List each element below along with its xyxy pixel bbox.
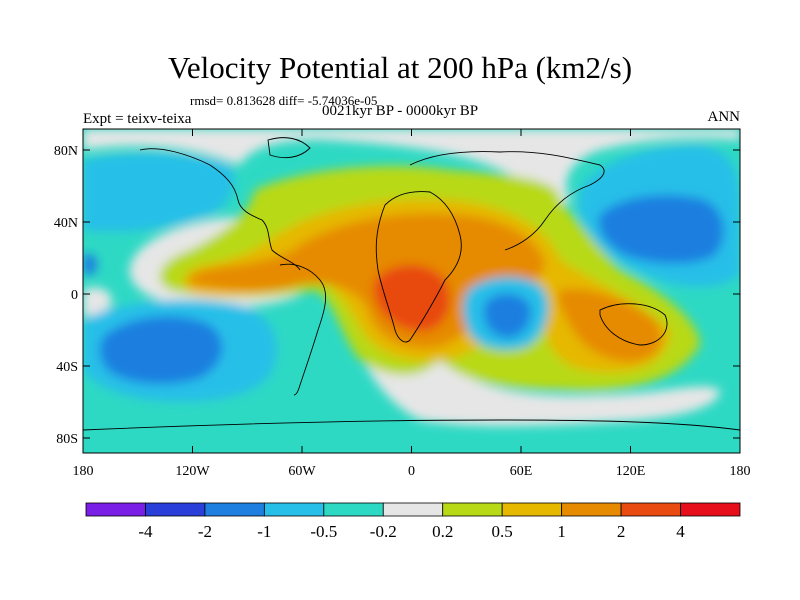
field-negative-west-dot [83, 253, 97, 276]
field-negative-pacific-core [598, 195, 724, 264]
field-negative-southpacific-core [99, 316, 223, 384]
colorbar-swatch [85, 502, 146, 517]
colorbar-swatch [501, 502, 563, 517]
colorbar-swatch [204, 502, 265, 517]
colorbar-swatch [442, 502, 503, 517]
coast-south-america [279, 263, 327, 396]
stats-label: rmsd= 0.813628 diff= -5.74036e-05 [190, 93, 378, 108]
field-positive-strong [189, 213, 545, 349]
y-tick-label: 80N [54, 144, 78, 159]
x-tick-label: 180 [73, 464, 94, 479]
experiment-label: Expt = teixv-teixa [83, 111, 192, 127]
field-south-neutral [345, 320, 720, 426]
colorbar-label: 2 [617, 522, 626, 541]
field-west-neutral [83, 287, 112, 316]
colorbar-label: 0.5 [492, 522, 513, 541]
coast-north-america [139, 148, 301, 271]
coast-africa [375, 191, 462, 343]
colorbar-swatch [382, 502, 444, 517]
field-positive-max [373, 264, 450, 331]
y-tick-label: 0 [71, 288, 78, 303]
y-axis: 80N 40N 0 40S 80S [54, 144, 740, 447]
colorbar-swatch [323, 502, 384, 517]
period-label: 0021kyr BP - 0000kyr BP [321, 103, 479, 119]
season-label: ANN [707, 109, 741, 125]
colorbar-swatch [680, 502, 741, 517]
colorbar-label: -0.5 [310, 522, 337, 541]
x-tick-label: 0 [408, 464, 415, 479]
x-tick-label: 120W [175, 464, 210, 479]
field-negative-indian-core [483, 293, 531, 338]
colorbar-label: -0.2 [370, 522, 397, 541]
colorbar-label: -4 [138, 522, 153, 541]
colorbar-label: 4 [676, 522, 685, 541]
x-tick-label: 60E [510, 464, 533, 479]
coast-greenland [267, 137, 311, 159]
x-tick-label: 120E [616, 464, 646, 479]
colorbar-label: -2 [198, 522, 212, 541]
colorbar: -4 -2 -1 -0.5 -0.2 0.2 0.5 1 2 4 [85, 502, 741, 541]
colorbar-swatch [145, 502, 206, 517]
y-tick-label: 40S [56, 360, 78, 375]
field-positive-strong-indian [558, 289, 662, 362]
coastlines [83, 137, 740, 431]
coast-australia [599, 303, 668, 346]
velocity-potential-field [83, 129, 740, 453]
colorbar-swatch [561, 502, 622, 517]
colorbar-label: 0.2 [432, 522, 453, 541]
y-tick-label: 80S [56, 432, 78, 447]
field-north-neutral [83, 129, 740, 208]
coast-antarctica [83, 419, 740, 431]
y-tick-label: 40N [54, 216, 78, 231]
coast-eurasia [409, 151, 605, 251]
x-axis: 180 120W 60W 0 60E 120E 180 [73, 129, 751, 479]
colorbar-label: -1 [257, 522, 271, 541]
field-negative-northamerica [83, 153, 234, 232]
colorbar-label: 1 [557, 522, 566, 541]
x-tick-label: 180 [730, 464, 751, 479]
figure-title: Velocity Potential at 200 hPa (km2/s) [167, 50, 633, 85]
colorbar-swatch [620, 502, 681, 517]
x-tick-label: 60W [288, 464, 316, 479]
colorbar-swatch [263, 502, 325, 517]
